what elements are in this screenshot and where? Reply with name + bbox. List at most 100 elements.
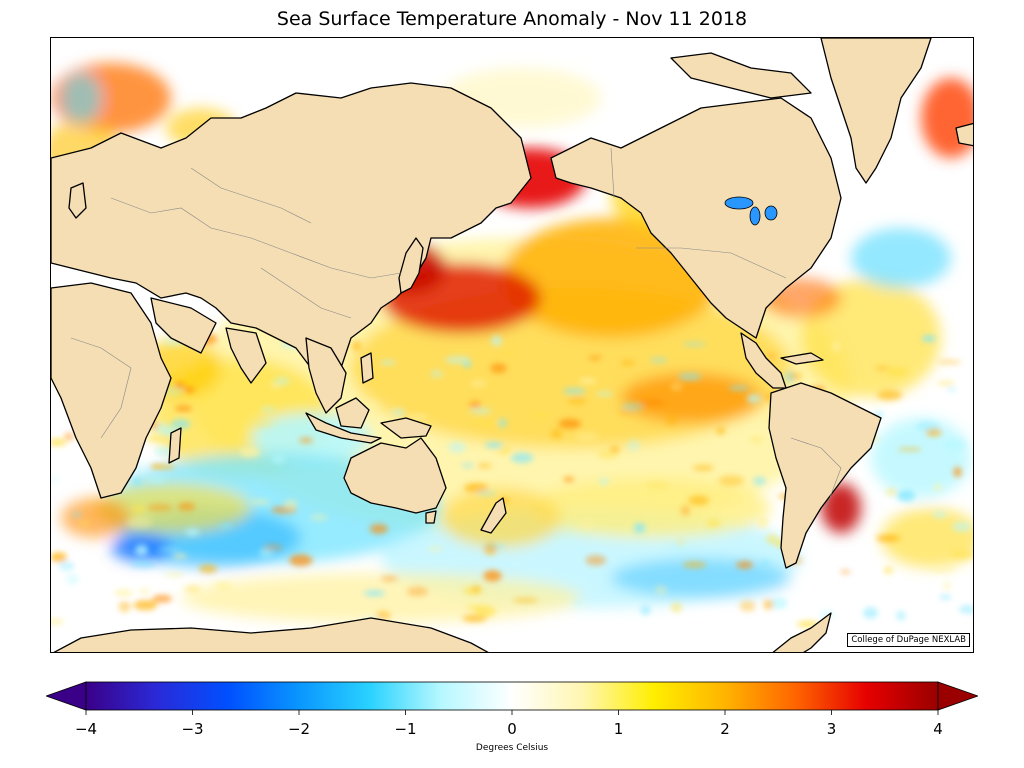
anomaly-speckle [610,446,620,452]
anomaly-speckle [483,544,506,549]
anomaly-speckle [156,547,181,552]
anomaly-speckle [681,505,690,516]
anomaly-speckle [239,447,260,457]
anomaly-speckle [309,513,328,522]
anomaly-speckle [626,439,641,452]
anomaly-speckle [645,482,670,489]
anomaly-speckle [897,490,916,502]
anomaly-speckle [739,600,756,612]
anomaly-speckle [219,523,233,529]
anomaly-speckle [567,395,587,406]
anomaly-speckle [445,355,471,365]
anomaly-speckle [718,475,745,487]
map-panel[interactable]: College of DuPage NEXLAB [50,37,974,653]
lake-superior [724,196,754,210]
anomaly-speckle [876,534,900,542]
colorbar-tick-label: 0 [507,720,517,738]
landmass-arabia [150,297,217,354]
anomaly-speckle [510,452,534,463]
anomaly-speckle [728,386,750,391]
anomaly-speckle [670,602,683,613]
anomaly-speckle [483,570,502,582]
anomaly-speckle [138,588,151,595]
anomaly-speckle [114,589,133,597]
anomaly-speckle [273,376,291,386]
landmass-india [225,327,267,384]
land-masses [51,38,973,652]
anomaly-speckle [51,438,67,447]
landmass-canadian-arctic [670,52,812,99]
anomaly-speckle [551,428,562,439]
border [260,267,352,319]
landmass-tasmania [425,510,437,524]
anomaly-speckle [79,520,90,527]
anomaly-speckle [352,341,361,351]
anomaly-speckle [58,561,75,571]
anomaly-region [871,418,971,498]
anomaly-speckle [484,442,504,448]
anomaly-speckle [952,521,971,532]
anomaly-speckle [678,372,702,381]
anomaly-speckle [469,407,492,414]
anomaly-speckle [638,398,665,407]
anomaly-speckle [750,437,764,443]
anomaly-region [61,73,101,123]
anomaly-speckle [427,546,444,552]
anomaly-speckle [375,610,391,621]
anomaly-speckle [185,528,200,537]
landmass-new-guinea [380,417,432,439]
anomaly-speckle [938,359,961,365]
anomaly-speckle [563,477,575,482]
anomaly-speckle [753,476,766,486]
anomaly-speckle [174,405,192,412]
anomaly-speckle [471,585,482,594]
credit-label: College of DuPage NEXLAB [847,633,970,647]
anomaly-speckle [501,349,514,358]
anomaly-speckle [65,574,80,585]
anomaly-speckle [763,599,774,610]
anomaly-speckle [655,584,668,596]
anomaly-speckle [497,418,508,428]
anomaly-speckle [682,561,707,568]
anomaly-speckle [369,523,388,534]
anomaly-region [851,228,951,288]
border [110,197,402,279]
anomaly-speckle [289,554,313,567]
landmass-caribbean [780,352,824,365]
anomaly-speckle [597,449,619,460]
anomaly-speckle [937,380,956,386]
colorbar-body [85,681,939,711]
landmass-south-america [768,382,882,569]
anomaly-speckle [260,406,276,413]
anomaly-speckle [958,605,973,614]
anomaly-speckle [666,413,678,426]
colorbar-tick-label: −1 [394,720,417,738]
anomaly-speckle [490,363,507,374]
landmass-africa [51,282,172,499]
anomaly-speckle [575,432,599,441]
anomaly-texture [51,332,973,628]
colorbar-tick-label: 2 [720,720,730,738]
anomaly-speckle [756,516,769,529]
border [70,337,132,439]
anomaly-region [801,278,941,398]
anomaly-speckle [497,446,512,456]
anomaly-speckle [578,518,594,530]
anomaly-speckle [766,534,778,544]
anomaly-speckle [391,408,406,416]
anomaly-speckle [477,463,492,469]
anomaly-speckle [875,365,891,372]
anomaly-speckle [736,561,754,569]
anomaly-speckle [885,488,898,496]
anomaly-speckle [588,355,602,361]
anomaly-speckle [271,454,286,464]
great-lakes [724,196,778,226]
landmass-australia [343,437,447,514]
colorbar-tick-label: −4 [74,720,98,738]
colorbar-tick-label: 4 [933,720,943,738]
anomaly-speckle [152,464,161,469]
border [610,147,615,199]
colorbar-tick-label: −2 [287,720,311,738]
anomaly-speckle [620,360,636,366]
colorbar-ticks [85,710,939,715]
